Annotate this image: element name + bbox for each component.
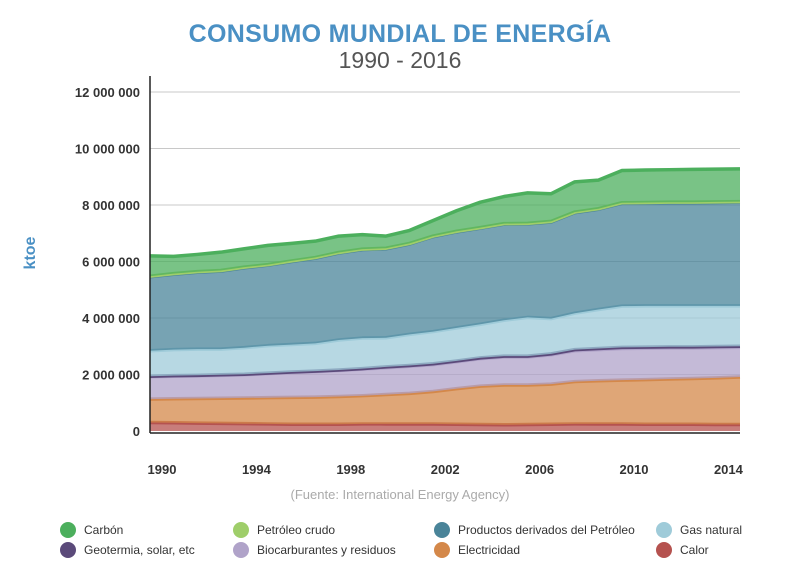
y-tick-label: 12 000 000	[75, 85, 140, 100]
legend-swatch	[233, 542, 249, 558]
line-carb-n	[149, 167, 741, 259]
area-electricidad	[150, 377, 740, 425]
area-productos-derivados-del-petr-leo	[150, 202, 740, 351]
series-areas	[149, 167, 741, 431]
area-biocarburantes-y-residuos	[150, 347, 740, 400]
x-tick-label: 2010	[620, 462, 649, 477]
x-tick-label: 2014	[714, 462, 744, 477]
legend-swatch	[656, 522, 672, 538]
legend-swatch	[434, 542, 450, 558]
legend-swatch	[60, 522, 76, 538]
legend-swatch	[656, 542, 672, 558]
y-tick-label: 2 000 000	[82, 368, 140, 383]
legend: Carbón Petróleo crudo Productos derivados …	[60, 522, 742, 558]
axes: 0 2 000 000 4 000 000 6 000 000 8 000 000 10 …	[75, 76, 744, 477]
y-tick-label: 6 000 000	[82, 255, 140, 270]
y-tick-label: 0	[133, 424, 140, 439]
legend-label: Petróleo crudo	[257, 523, 335, 537]
x-tick-label: 1990	[148, 462, 177, 477]
area-gas-natural	[150, 305, 740, 377]
legend-label: Carbón	[84, 523, 123, 537]
legend-swatch	[233, 522, 249, 538]
chart-title: CONSUMO MUNDIAL DE ENERGÍA	[188, 20, 612, 48]
x-tick-label: 1994	[242, 462, 272, 477]
legend-label: Geotermia, solar, etc	[84, 543, 195, 557]
area-carb-n	[150, 168, 740, 277]
x-tick-label: 1998	[336, 462, 365, 477]
source-note: (Fuente: International Energy Agency)	[290, 487, 510, 502]
legend-label: Electricidad	[458, 543, 520, 557]
legend-swatch	[434, 522, 450, 538]
legend-label: Calor	[680, 543, 709, 557]
legend-swatch	[60, 542, 76, 558]
legend-label: Productos derivados del Petróleo	[458, 523, 635, 537]
legend-label: Gas natural	[680, 523, 742, 537]
chart-subtitle: 1990 - 2016	[338, 47, 462, 73]
y-tick-label: 8 000 000	[82, 198, 140, 213]
y-tick-label: 4 000 000	[82, 311, 140, 326]
x-tick-label: 2006	[525, 462, 554, 477]
y-tick-label: 10 000 000	[75, 142, 140, 157]
x-tick-label: 2002	[431, 462, 460, 477]
legend-label: Biocarburantes y residuos	[257, 543, 396, 557]
